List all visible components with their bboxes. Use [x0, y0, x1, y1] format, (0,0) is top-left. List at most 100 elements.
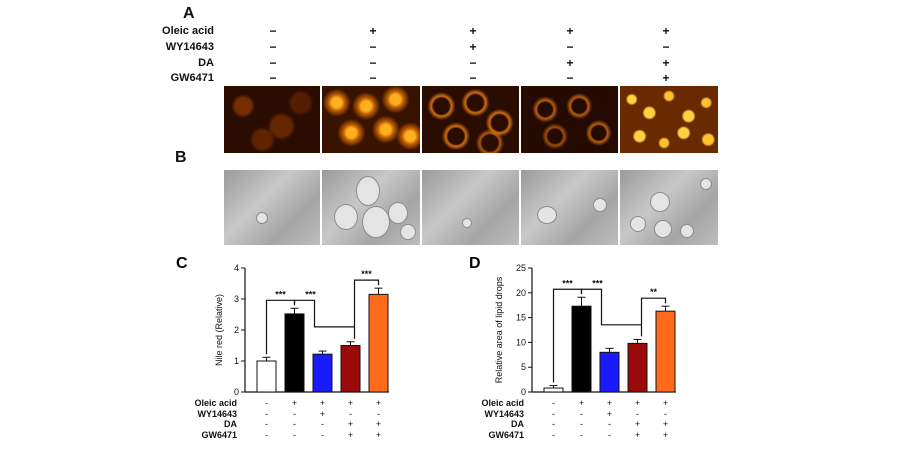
- condition-sign: +: [292, 398, 297, 408]
- nile-red-image-da: [521, 86, 618, 153]
- condition-sign: +: [469, 40, 477, 54]
- bracket-line: [353, 279, 380, 339]
- condition-label: GW6471: [170, 72, 214, 84]
- condition-sign: −: [469, 71, 477, 85]
- condition-sign: −: [269, 24, 277, 38]
- condition-sign: −: [369, 56, 377, 70]
- nile-red-bar-chart: C 0 1 2 3 4 Nile red (Relative) *** *** *** Oleic…: [176, 255, 389, 440]
- panel-label-b: B: [175, 149, 187, 166]
- y-tick-label: 0: [234, 387, 239, 397]
- y-tick-label: 5: [521, 362, 526, 372]
- significance-bracket: ***: [353, 269, 380, 339]
- panel-label-c: C: [176, 255, 188, 272]
- condition-sign: +: [635, 419, 640, 429]
- condition-sign: -: [265, 430, 268, 440]
- condition-sign: -: [552, 409, 555, 419]
- condition-sign: +: [662, 24, 670, 38]
- bar: [627, 342, 648, 393]
- significance-label: **: [650, 287, 658, 297]
- condition-sign: +: [369, 24, 377, 38]
- condition-label: Oleic acid: [481, 398, 524, 408]
- condition-sign: +: [320, 409, 325, 419]
- condition-sign: +: [662, 56, 670, 70]
- y-tick-label: 1: [234, 356, 239, 366]
- bar: [571, 305, 592, 393]
- bar: [256, 360, 277, 393]
- condition-sign: -: [552, 398, 555, 408]
- em-image-control: [224, 170, 320, 245]
- condition-label: GW6471: [488, 430, 524, 440]
- nile-red-image-control: [224, 86, 320, 153]
- significance-label: ***: [562, 278, 573, 288]
- significance-label: ***: [305, 289, 316, 299]
- condition-sign: +: [376, 398, 381, 408]
- lipid-droplet: [400, 224, 416, 240]
- condition-label: WY14643: [165, 41, 214, 53]
- condition-sign: -: [293, 419, 296, 429]
- condition-sign: -: [265, 419, 268, 429]
- condition-sign: -: [552, 419, 555, 429]
- y-tick-label: 0: [521, 387, 526, 397]
- em-image-da-gw6471: [620, 170, 718, 245]
- em-image-da: [521, 170, 618, 245]
- condition-label: WY14643: [197, 409, 237, 419]
- condition-sign: +: [579, 398, 584, 408]
- bracket-line: [580, 288, 642, 326]
- em-image-oleic-acid: [322, 170, 420, 245]
- bar: [312, 353, 333, 393]
- lipid-droplet: [334, 204, 358, 230]
- condition-sign: +: [663, 419, 668, 429]
- bar: [340, 345, 361, 393]
- significance-label: ***: [275, 289, 286, 299]
- condition-label: GW6471: [201, 430, 237, 440]
- bar: [543, 387, 564, 393]
- condition-sign: -: [293, 409, 296, 419]
- condition-sign: +: [663, 398, 668, 408]
- condition-label: WY14643: [484, 409, 524, 419]
- bracket-line: [640, 297, 667, 337]
- condition-sign: +: [635, 430, 640, 440]
- condition-sign: −: [662, 40, 670, 54]
- y-tick-label: 15: [516, 313, 526, 323]
- condition-sign: −: [566, 71, 574, 85]
- condition-label: DA: [198, 57, 214, 69]
- y-tick-label: 3: [234, 294, 239, 304]
- condition-sign: +: [607, 398, 612, 408]
- significance-label: ***: [592, 278, 603, 288]
- condition-sign: -: [664, 409, 667, 419]
- condition-label: DA: [511, 419, 524, 429]
- lipid-droplet: [630, 216, 646, 232]
- bar: [655, 310, 676, 393]
- condition-sign: -: [608, 419, 611, 429]
- condition-sign: +: [635, 398, 640, 408]
- nile-red-image-da-gw6471: [620, 86, 718, 153]
- condition-label: DA: [224, 419, 237, 429]
- condition-sign: −: [469, 56, 477, 70]
- condition-sign: +: [348, 419, 353, 429]
- condition-sign: +: [662, 71, 670, 85]
- condition-sign: +: [566, 24, 574, 38]
- condition-sign: -: [552, 430, 555, 440]
- y-tick-label: 2: [234, 325, 239, 335]
- condition-sign: +: [348, 398, 353, 408]
- lipid-droplet: [593, 198, 607, 212]
- lipid-droplet: [680, 224, 694, 238]
- condition-sign: -: [265, 409, 268, 419]
- condition-sign: +: [607, 409, 612, 419]
- bar: [599, 351, 620, 393]
- condition-sign: -: [293, 430, 296, 440]
- condition-sign: +: [320, 398, 325, 408]
- bar: [368, 293, 389, 393]
- condition-sign: +: [663, 430, 668, 440]
- significance-bracket: **: [640, 287, 667, 337]
- lipid-droplet: [256, 212, 268, 224]
- condition-sign: -: [321, 430, 324, 440]
- condition-sign: -: [580, 430, 583, 440]
- condition-label: Oleic acid: [194, 398, 237, 408]
- lipid-droplet: [700, 178, 712, 190]
- lipid-droplet: [362, 206, 390, 238]
- nile-red-image-oleic-acid: [322, 86, 420, 153]
- condition-sign: −: [369, 40, 377, 54]
- condition-sign: +: [566, 56, 574, 70]
- condition-sign: −: [269, 71, 277, 85]
